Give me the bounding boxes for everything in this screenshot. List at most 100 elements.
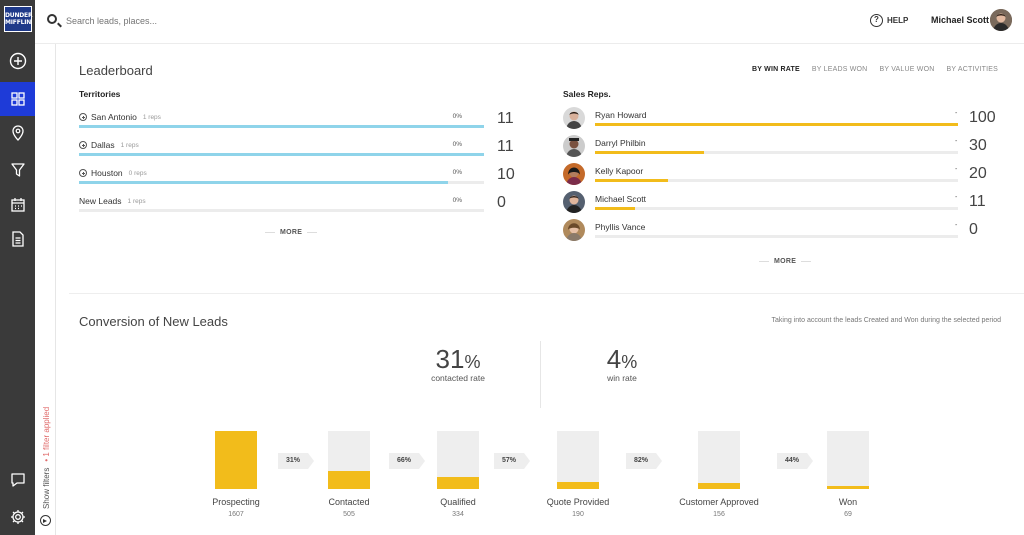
- percent-sign: %: [464, 352, 481, 372]
- territory-reps: 1 reps: [142, 113, 161, 121]
- tab-by-leads-won[interactable]: BY LEADS WON: [811, 66, 868, 73]
- conversion-rate-tag: 57%: [494, 453, 530, 469]
- sales-reps-heading: Sales Reps.: [563, 89, 611, 99]
- question-icon: ?: [870, 14, 883, 27]
- gear-icon: [10, 510, 25, 524]
- leaderboard-title: Leaderboard: [79, 63, 153, 78]
- rep-row[interactable]: Darryl Philbin - 30: [563, 135, 1003, 163]
- stage-count: 1607: [228, 511, 244, 518]
- reps-more-button[interactable]: MORE: [754, 258, 816, 265]
- rep-row[interactable]: Kelly Kapoor - 20: [563, 163, 1003, 191]
- rep-row[interactable]: Michael Scott - 11: [563, 191, 1003, 219]
- territories-heading: Territories: [79, 89, 121, 99]
- sort-tabs: BY WIN RATE BY LEADS WON BY VALUE WON BY…: [752, 66, 998, 73]
- territory-name: Dallas: [91, 140, 115, 150]
- win-rate-value: 4: [606, 344, 622, 374]
- territory-reps: 1 reps: [120, 141, 139, 149]
- rep-value: 11: [969, 193, 986, 210]
- logo-line-2: MIFFLIN: [5, 19, 32, 26]
- stage-count: 334: [452, 511, 464, 518]
- rep-dash: -: [955, 194, 958, 201]
- conversion-note: Taking into account the leads Created an…: [771, 317, 1001, 324]
- nav-new[interactable]: [0, 44, 35, 78]
- map-pin-icon: [11, 125, 24, 141]
- tab-by-activities[interactable]: BY ACTIVITIES: [946, 66, 998, 73]
- conversion-rate-tag: 31%: [278, 453, 314, 469]
- rep-value: 20: [969, 165, 987, 182]
- territory-bar: [79, 125, 484, 128]
- user-avatar[interactable]: [990, 9, 1012, 31]
- win-rate-label: win rate: [607, 373, 637, 383]
- rep-bar: [595, 207, 958, 210]
- stage-bar: [215, 431, 257, 489]
- filters-applied-count: • 1 filter applied: [42, 406, 51, 462]
- play-circle-icon[interactable]: [40, 515, 51, 526]
- funnel-stage[interactable]: Prospecting 1607: [181, 431, 291, 518]
- rep-bar: [595, 179, 958, 182]
- filter-strip[interactable]: Show filters • 1 filter applied: [35, 44, 56, 535]
- user-name[interactable]: Michael Scott: [931, 15, 990, 25]
- win-rate-kpi: 4% win rate: [562, 344, 682, 383]
- chat-icon: [10, 473, 25, 487]
- nav-reports[interactable]: [0, 222, 35, 256]
- rep-name: Phyllis Vance: [595, 222, 646, 232]
- help-button[interactable]: ? HELP: [870, 14, 908, 27]
- expand-icon[interactable]: [79, 141, 87, 149]
- stage-bar: [328, 431, 370, 489]
- avatar: [563, 107, 585, 129]
- nav-calendar[interactable]: [0, 188, 35, 222]
- conversion-rate-tag: 44%: [777, 453, 813, 469]
- stage-count: 156: [713, 511, 725, 518]
- company-logo[interactable]: DUNDER MIFFLIN: [4, 6, 33, 32]
- show-filters-label: Show filters: [42, 467, 51, 509]
- funnel-stage[interactable]: Quote Provided 190: [523, 431, 633, 518]
- nav-dashboard[interactable]: [0, 82, 35, 116]
- rep-name: Michael Scott: [595, 194, 647, 204]
- nav-settings[interactable]: [0, 500, 35, 534]
- nav-map[interactable]: [0, 116, 35, 150]
- stage-name: Contacted: [328, 497, 370, 507]
- tab-by-value-won[interactable]: BY VALUE WON: [879, 66, 935, 73]
- left-nav: DUNDER MIFFLIN: [0, 0, 35, 535]
- stage-name: Quote Provided: [546, 497, 610, 507]
- stage-bar: [557, 431, 599, 489]
- stage-name: Qualified: [440, 497, 476, 507]
- rep-row[interactable]: Phyllis Vance - 0: [563, 219, 1003, 247]
- territory-row[interactable]: San Antonio 1 reps 0% 11: [79, 110, 534, 134]
- stage-bar: [437, 431, 479, 489]
- contacted-rate-label: contacted rate: [431, 373, 485, 383]
- funnel-stage[interactable]: Contacted 505: [294, 431, 404, 518]
- territory-value: 10: [497, 166, 515, 183]
- rep-name: Kelly Kapoor: [595, 166, 644, 176]
- funnel-stage[interactable]: Customer Approved 156: [664, 431, 774, 518]
- territory-row[interactable]: Dallas 1 reps 0% 11: [79, 138, 534, 162]
- rep-value: 30: [969, 137, 987, 154]
- contacted-rate-value: 31: [435, 344, 465, 374]
- territory-value: 11: [497, 138, 514, 155]
- search-input[interactable]: [66, 13, 366, 29]
- nav-filter[interactable]: [0, 153, 35, 187]
- main-content: Leaderboard BY WIN RATE BY LEADS WON BY …: [57, 44, 1024, 535]
- percent-sign: %: [621, 352, 638, 372]
- funnel-stage[interactable]: Won 69: [793, 431, 903, 518]
- expand-icon[interactable]: [79, 169, 87, 177]
- territories-more-button[interactable]: MORE: [260, 229, 322, 236]
- plus-circle-icon: [9, 52, 26, 70]
- territory-row[interactable]: Houston 0 reps 0% 10: [79, 166, 534, 190]
- stage-count: 190: [572, 511, 584, 518]
- rep-dash: -: [955, 138, 958, 145]
- expand-icon[interactable]: [79, 113, 87, 121]
- territory-name: Houston: [91, 168, 123, 178]
- avatar: [563, 163, 585, 185]
- conversion-rate-tag: 66%: [389, 453, 425, 469]
- nav-chat[interactable]: [0, 463, 35, 497]
- territory-row[interactable]: New Leads 1 reps 0% 0: [79, 194, 534, 218]
- tab-by-win-rate[interactable]: BY WIN RATE: [752, 66, 800, 73]
- conversion-title: Conversion of New Leads: [79, 314, 228, 329]
- conversion-rate-tag: 82%: [626, 453, 662, 469]
- territory-pct: 0%: [452, 169, 462, 176]
- rep-row[interactable]: Ryan Howard - 100: [563, 107, 1003, 135]
- show-filters-toggle[interactable]: Show filters • 1 filter applied: [42, 389, 51, 509]
- funnel-stage[interactable]: Qualified 334: [403, 431, 513, 518]
- kpi-divider: [540, 341, 541, 408]
